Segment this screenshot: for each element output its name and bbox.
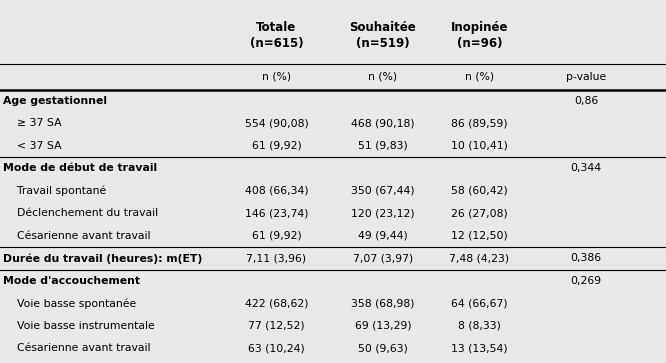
Text: n (%): n (%) bbox=[465, 72, 494, 82]
Text: Totale
(n=615): Totale (n=615) bbox=[250, 21, 303, 50]
Text: p-value: p-value bbox=[566, 72, 606, 82]
Text: Souhaitée
(n=519): Souhaitée (n=519) bbox=[350, 21, 416, 50]
Text: Inopinée
(n=96): Inopinée (n=96) bbox=[451, 21, 508, 50]
Text: 63 (10,24): 63 (10,24) bbox=[248, 343, 305, 354]
Text: 61 (9,92): 61 (9,92) bbox=[252, 141, 301, 151]
Text: 51 (9,83): 51 (9,83) bbox=[358, 141, 408, 151]
Text: 0,86: 0,86 bbox=[574, 96, 598, 106]
Text: 0,269: 0,269 bbox=[571, 276, 601, 286]
Text: 468 (90,18): 468 (90,18) bbox=[351, 118, 415, 129]
Text: 408 (66,34): 408 (66,34) bbox=[244, 186, 308, 196]
Text: Voie basse instrumentale: Voie basse instrumentale bbox=[3, 321, 155, 331]
Text: 12 (12,50): 12 (12,50) bbox=[451, 231, 508, 241]
Text: 146 (23,74): 146 (23,74) bbox=[244, 208, 308, 219]
Text: 0,386: 0,386 bbox=[571, 253, 601, 264]
Text: Travail spontané: Travail spontané bbox=[3, 186, 107, 196]
Text: Durée du travail (heures): m(ET): Durée du travail (heures): m(ET) bbox=[3, 253, 202, 264]
Text: 77 (12,52): 77 (12,52) bbox=[248, 321, 305, 331]
Text: 69 (13,29): 69 (13,29) bbox=[354, 321, 412, 331]
Text: 120 (23,12): 120 (23,12) bbox=[351, 208, 415, 219]
Text: 554 (90,08): 554 (90,08) bbox=[244, 118, 308, 129]
Text: 49 (9,44): 49 (9,44) bbox=[358, 231, 408, 241]
Text: Age gestationnel: Age gestationnel bbox=[3, 96, 107, 106]
Text: 86 (89,59): 86 (89,59) bbox=[451, 118, 508, 129]
Text: 64 (66,67): 64 (66,67) bbox=[451, 298, 508, 309]
Text: 0,344: 0,344 bbox=[571, 163, 601, 174]
Text: 422 (68,62): 422 (68,62) bbox=[244, 298, 308, 309]
Text: 7,07 (3,97): 7,07 (3,97) bbox=[353, 253, 413, 264]
Text: 7,11 (3,96): 7,11 (3,96) bbox=[246, 253, 306, 264]
Text: 350 (67,44): 350 (67,44) bbox=[351, 186, 415, 196]
Text: n (%): n (%) bbox=[368, 72, 398, 82]
Text: 10 (10,41): 10 (10,41) bbox=[451, 141, 508, 151]
Text: 8 (8,33): 8 (8,33) bbox=[458, 321, 501, 331]
Text: Voie basse spontanée: Voie basse spontanée bbox=[3, 298, 137, 309]
Text: < 37 SA: < 37 SA bbox=[3, 141, 62, 151]
Text: Mode de début de travail: Mode de début de travail bbox=[3, 163, 157, 174]
Text: Césarienne avant travail: Césarienne avant travail bbox=[3, 343, 151, 354]
Text: 58 (60,42): 58 (60,42) bbox=[451, 186, 508, 196]
Text: 358 (68,98): 358 (68,98) bbox=[351, 298, 415, 309]
Text: Déclenchement du travail: Déclenchement du travail bbox=[3, 208, 159, 219]
Text: 50 (9,63): 50 (9,63) bbox=[358, 343, 408, 354]
Text: ≥ 37 SA: ≥ 37 SA bbox=[3, 118, 62, 129]
Text: 13 (13,54): 13 (13,54) bbox=[451, 343, 508, 354]
Text: 61 (9,92): 61 (9,92) bbox=[252, 231, 301, 241]
Text: Mode d'accouchement: Mode d'accouchement bbox=[3, 276, 141, 286]
Text: 7,48 (4,23): 7,48 (4,23) bbox=[450, 253, 509, 264]
Text: n (%): n (%) bbox=[262, 72, 291, 82]
Text: Césarienne avant travail: Césarienne avant travail bbox=[3, 231, 151, 241]
Text: 26 (27,08): 26 (27,08) bbox=[451, 208, 508, 219]
